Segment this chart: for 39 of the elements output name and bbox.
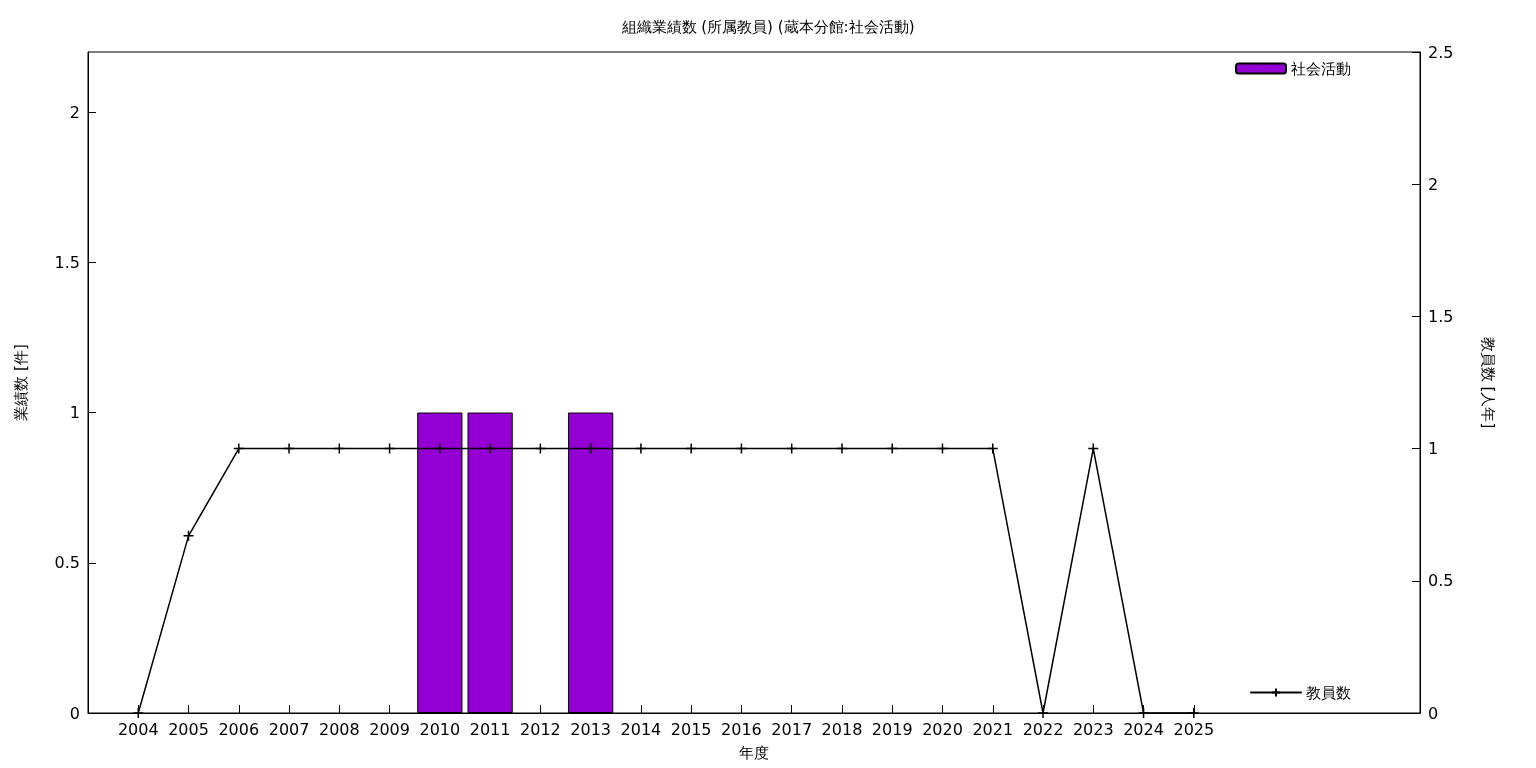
x-tick-label: 2006 [218,719,260,739]
x-tick-label: 2005 [168,719,209,739]
x-tick-label: 2010 [419,719,461,739]
x-axis-title: 年度 [739,743,769,762]
y-tick-label: 1 [69,403,80,423]
y2-tick-label: 1 [1428,439,1439,459]
x-tick-label: 2024 [1123,719,1164,739]
x-tick-label: 2013 [570,719,611,739]
x-tick-label: 2019 [871,719,913,739]
y2-tick-label: 0 [1428,703,1439,723]
y-tick-label: 1.5 [54,252,80,272]
x-tick-label: 2020 [922,719,963,739]
x-tick-label: 2018 [821,719,863,739]
x-tick-label: 2022 [1022,719,1064,739]
y-tick-label: 0.5 [54,553,80,573]
x-tick-label: 2025 [1173,719,1215,739]
y-tick-label: 0 [69,703,80,723]
legend-label: 社会活動 [1291,59,1351,78]
y2-tick-label: 0.5 [1428,571,1454,591]
legend-label: 教員数 [1306,683,1351,702]
x-tick-label: 2009 [369,719,410,739]
x-tick-label: 2016 [721,719,762,739]
x-tick-label: 2021 [972,719,1014,739]
y-axis-title: 業績数 [件] [11,344,30,421]
x-tick-label: 2017 [771,719,813,739]
y2-axis-title: 教員数 [人年] [1478,336,1497,429]
y-tick-label: 2 [69,102,80,122]
x-tick-label: 2012 [520,719,561,739]
y2-tick-label: 1.5 [1428,306,1454,326]
x-tick-label: 2008 [318,719,360,739]
chart-title: 組織業績数 (所属教員) (蔵本分館:社会活動) [620,17,915,36]
y2-tick-label: 2 [1428,174,1439,194]
x-tick-label: 2015 [670,719,712,739]
x-tick-label: 2023 [1072,719,1114,739]
x-tick-label: 2014 [620,719,662,739]
x-tick-label: 2004 [117,719,159,739]
y2-tick-label: 2.5 [1428,42,1454,62]
x-tick-label: 2007 [268,719,310,739]
x-tick-label: 2011 [469,719,511,739]
